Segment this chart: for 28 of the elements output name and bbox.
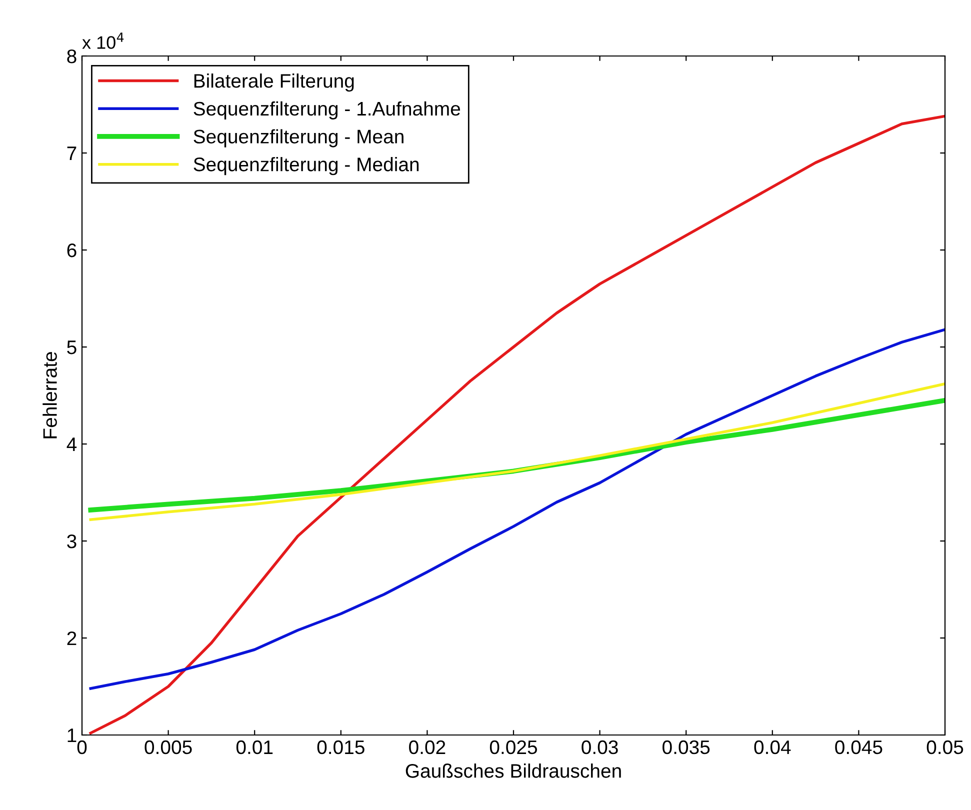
y-tick-label: 6 xyxy=(67,243,76,258)
y-tick-label: 5 xyxy=(67,340,76,354)
x-tick-label: 0.015 xyxy=(317,740,364,754)
y-tick-label: 4 xyxy=(66,438,77,452)
y-axis-title: Fehlerrate xyxy=(42,352,57,438)
legend-label: Sequenzfilterung - 1.Aufnahme xyxy=(194,101,460,120)
x-tick-label: 0.03 xyxy=(582,740,618,754)
x-axis-title: Gaußsches Bildrauschen xyxy=(406,764,621,778)
x-tick-label: 0.05 xyxy=(926,740,964,754)
legend-label: Sequenzfilterung - Mean xyxy=(194,129,404,148)
x-tick-label: 0.045 xyxy=(835,740,882,754)
y-tick-label: 8 xyxy=(67,49,76,64)
x-tick-label: 0 xyxy=(77,740,87,754)
x-tick-label: 0.025 xyxy=(490,740,538,754)
x-tick-label: 0.04 xyxy=(754,740,791,754)
x-tick-label: 0.02 xyxy=(409,740,446,754)
x-tick-label: 0.01 xyxy=(236,740,273,754)
legend-label: Sequenzfilterung - Median xyxy=(194,157,419,176)
y-tick-label: 2 xyxy=(67,631,76,646)
y-tick-label: 1 xyxy=(68,728,76,742)
line-series xyxy=(89,382,945,522)
y-tick-label: 3 xyxy=(67,534,76,548)
x-tick-label: 0.035 xyxy=(662,740,710,754)
y-tick-label: 7 xyxy=(67,146,76,160)
x-tick-label: 0.005 xyxy=(144,740,192,754)
line-series xyxy=(89,328,945,690)
text: x 10$^{4}$ xyxy=(82,32,124,49)
legend-label: Bilaterale Filterung xyxy=(194,74,354,92)
